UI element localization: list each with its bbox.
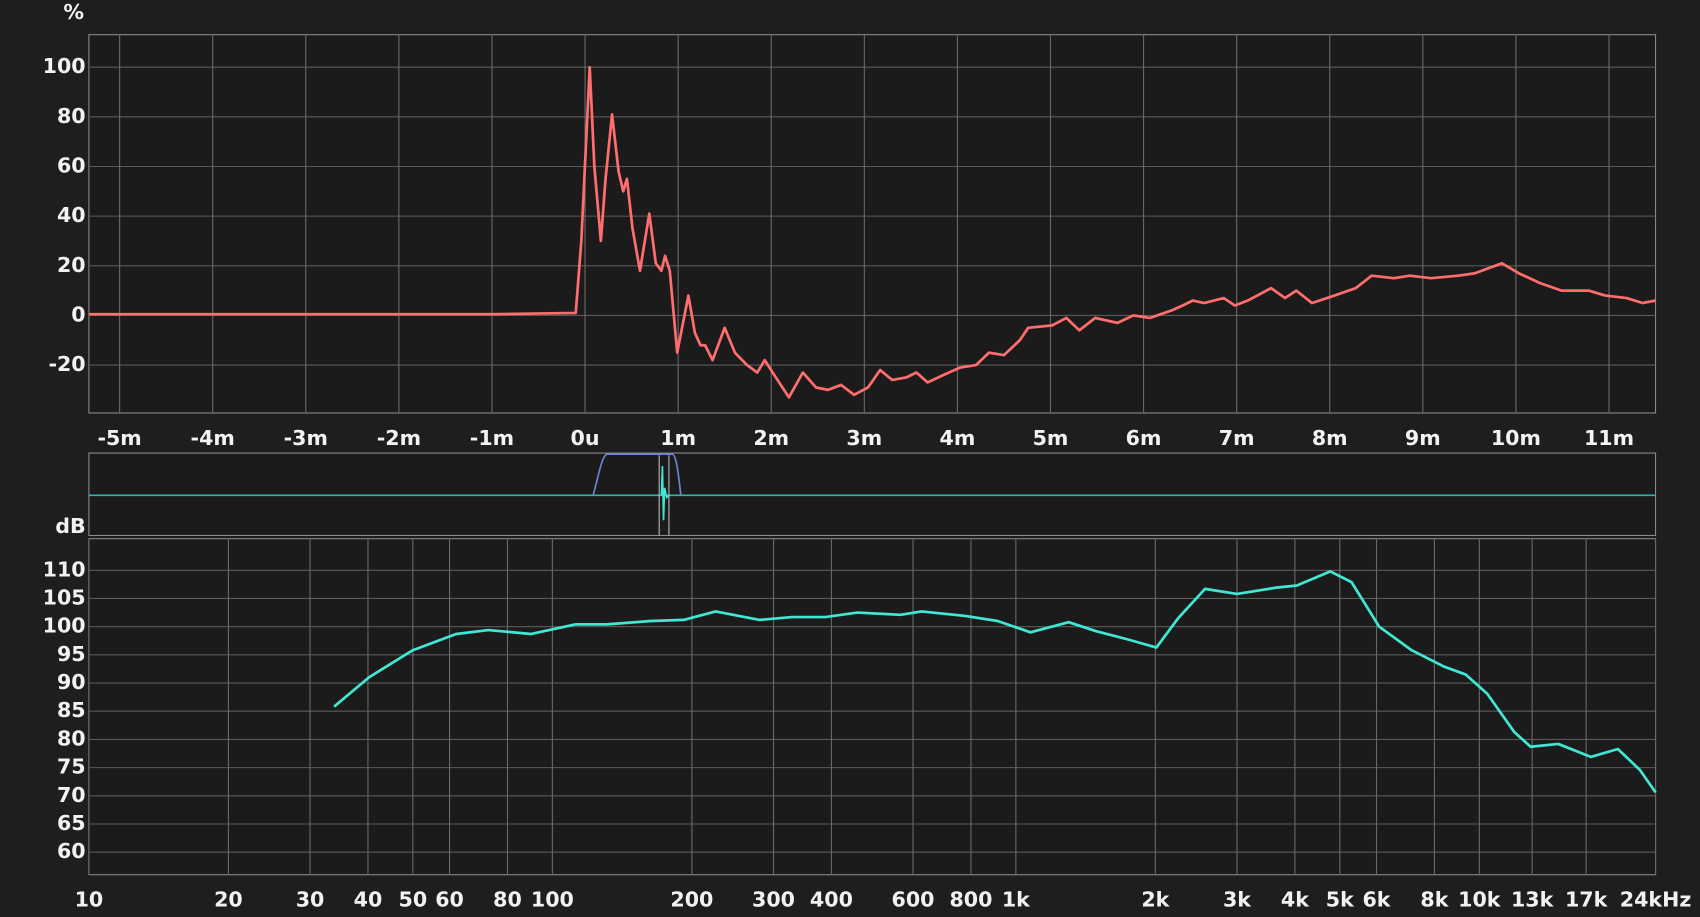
x-tick-label: -3m [284,426,328,450]
x-tick-label: 400 [810,888,853,912]
y-tick-label: 40 [57,203,86,227]
y-tick-label: 20 [57,253,86,277]
y-tick-label: 80 [57,726,86,750]
x-tick-label: 300 [752,888,795,912]
x-tick-label: -5m [97,426,141,450]
x-tick-label: 7m [1219,426,1255,450]
y-tick-label: 100 [43,54,86,78]
x-tick-label: 2k [1141,888,1170,912]
x-tick-label: 17k [1565,888,1609,912]
window-panel [88,452,1657,537]
y-tick-label: -20 [48,352,85,376]
x-tick-label: 1k [1002,888,1031,912]
window-curve [592,453,682,496]
x-tick-label: 10m [1491,426,1541,450]
x-tick-label: 5k [1326,888,1355,912]
x-tick-label: 600 [892,888,935,912]
y-tick-label: 90 [57,670,86,694]
window-spike [660,466,670,521]
x-tick-label: 6k [1362,888,1391,912]
x-tick-label: 11m [1584,426,1634,450]
x-tick-label: 20 [214,888,243,912]
y-tick-label: 100 [43,614,86,638]
x-tick-label: 3k [1223,888,1252,912]
x-tick-label: 4m [940,426,976,450]
y-tick-label: 70 [57,783,86,807]
x-tick-label: 2m [753,426,789,450]
x-tick-label: 13k [1511,888,1555,912]
x-tick-label: 10k [1458,888,1502,912]
y-tick-label: 105 [43,585,86,609]
x-tick-label: 40 [354,888,383,912]
y-tick-label: 0 [71,302,85,326]
data-line [333,570,1657,794]
y-tick-label: 75 [57,755,86,779]
x-tick-label: -2m [377,426,421,450]
x-tick-label: 10 [75,888,104,912]
x-tick-label: 4k [1281,888,1310,912]
x-tick-label: -4m [191,426,235,450]
x-tick-label: -1m [470,426,514,450]
x-tick-label: 1m [660,426,696,450]
x-tick-label: 6m [1126,426,1162,450]
x-tick-label: 0u [571,426,600,450]
y-tick-label: 60 [57,153,86,177]
x-tick-label: 3m [846,426,882,450]
y-axis-label: % [63,0,84,24]
data-line [88,65,1656,399]
x-tick-label: 8k [1420,888,1449,912]
y-tick-label: 85 [57,698,86,722]
x-tick-label: 800 [949,888,992,912]
x-tick-label: 9m [1405,426,1441,450]
x-tick-label: 80 [493,888,522,912]
y-tick-label: 95 [57,642,86,666]
y-tick-label: 80 [57,104,86,128]
plot-area [88,34,1657,414]
x-tick-label: 24kHz [1620,888,1692,912]
x-tick-label: 30 [296,888,325,912]
x-tick-label: 60 [435,888,464,912]
x-tick-label: 5m [1033,426,1069,450]
x-tick-label: 100 [531,888,574,912]
x-tick-label: 8m [1312,426,1348,450]
y-tick-label: 65 [57,811,86,835]
y-axis-label: dB [55,514,85,538]
y-tick-label: 110 [43,557,86,581]
x-tick-label: 200 [670,888,713,912]
x-tick-label: 50 [399,888,428,912]
y-tick-label: 60 [57,839,86,863]
